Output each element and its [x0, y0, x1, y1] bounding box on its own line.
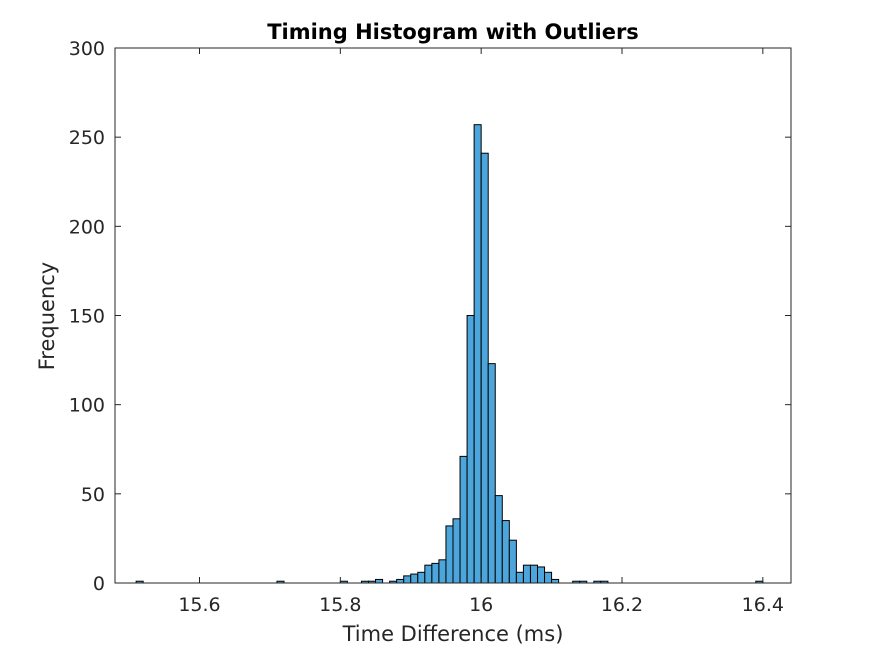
- histogram-bar: [452, 518, 461, 584]
- y-tick-label: 0: [93, 573, 105, 595]
- histogram-bar: [544, 571, 553, 584]
- y-tick-label: 100: [69, 395, 105, 417]
- histogram-bar: [529, 564, 539, 584]
- y-tick-label: 200: [69, 216, 105, 238]
- histogram-bar: [494, 495, 503, 584]
- y-tick-label: 300: [69, 38, 105, 60]
- x-tick-label: 16: [469, 594, 493, 616]
- histogram-bar: [501, 520, 510, 584]
- histogram-bar: [438, 559, 447, 584]
- histogram-bar: [410, 573, 419, 584]
- histogram-bar: [424, 564, 433, 584]
- histogram-bar: [417, 571, 426, 584]
- histogram-bar: [396, 578, 405, 584]
- histogram-bar: [515, 571, 524, 584]
- y-tick-label: 50: [81, 484, 105, 506]
- y-tick-label: 150: [69, 306, 105, 328]
- histogram-bar: [487, 363, 496, 584]
- chart-title: Timing Histogram with Outliers: [267, 20, 639, 44]
- histogram-bar: [445, 525, 454, 584]
- histogram-bar: [551, 578, 560, 584]
- x-tick-label: 15.8: [319, 594, 361, 616]
- x-axis-label: Time Difference (ms): [342, 622, 564, 646]
- histogram-bar: [473, 124, 482, 584]
- y-axis-ticks: 0 50 100 150 200 250 300: [69, 38, 791, 595]
- histogram-bar: [508, 539, 517, 584]
- x-tick-label: 16.4: [742, 594, 784, 616]
- histogram-bar: [459, 455, 468, 584]
- histogram-bar: [431, 562, 440, 584]
- histogram-bar: [522, 564, 531, 584]
- histogram-bar: [403, 575, 412, 584]
- histogram-bar: [537, 566, 546, 584]
- y-tick-label: 250: [69, 127, 105, 149]
- histogram-bar: [375, 578, 384, 584]
- bars-group: [135, 124, 764, 584]
- histogram-bar: [466, 315, 475, 584]
- y-axis-label: Frequency: [35, 262, 59, 371]
- x-tick-label: 16.2: [601, 594, 643, 616]
- histogram-bar: [480, 152, 489, 584]
- x-tick-label: 15.6: [178, 594, 220, 616]
- x-axis-ticks: 15.6 15.8 16 16.2 16.4: [178, 48, 784, 616]
